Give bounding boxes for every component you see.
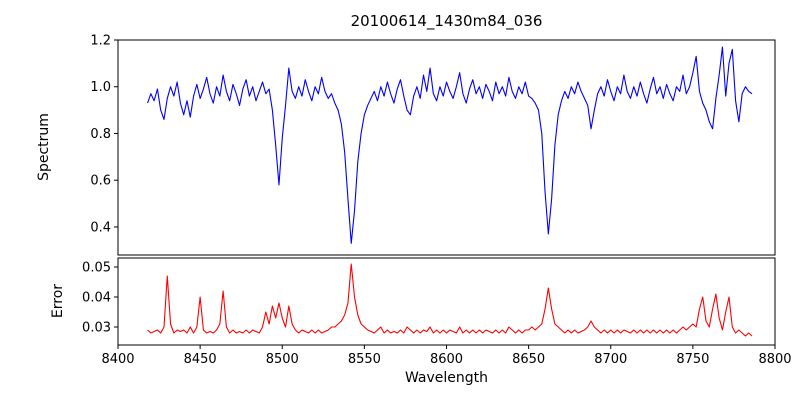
error-y-axis-label: Error xyxy=(50,283,66,319)
spectrum-y-axis-label: Spectrum xyxy=(36,113,52,181)
error-y-tick-label: 0.04 xyxy=(82,291,111,306)
error-y-tick-label: 0.03 xyxy=(82,321,111,336)
error-axes-spine xyxy=(117,257,776,346)
error-x-tick-label: 8400 xyxy=(101,352,134,367)
error-x-tick-label: 8550 xyxy=(348,352,381,367)
error-x-tick-label: 8800 xyxy=(758,352,791,367)
error-x-tick-label: 8500 xyxy=(266,352,299,367)
chart-title: 20100614_1430m84_036 xyxy=(350,12,543,30)
error-x-tick-label: 8600 xyxy=(430,352,463,367)
error-y-tick-label: 0.05 xyxy=(82,261,111,276)
spectrum-y-tick-label: 0.6 xyxy=(90,174,111,189)
spectrum-line xyxy=(147,46,753,244)
spectrum-y-tick-label: 0.8 xyxy=(90,127,111,142)
error-x-tick-label: 8750 xyxy=(676,352,709,367)
error-x-tick-label: 8450 xyxy=(184,352,217,367)
spectrum-y-tick-label: 1.0 xyxy=(90,80,111,95)
error-line xyxy=(147,263,753,337)
spectrum-y-tick-label: 0.4 xyxy=(90,220,111,235)
error-x-tick-label: 8700 xyxy=(594,352,627,367)
error-x-tick-label: 8650 xyxy=(512,352,545,367)
spectrum-axes-spine xyxy=(117,39,776,256)
spectrum-y-tick-label: 1.2 xyxy=(90,34,111,49)
x-axis-label: Wavelength xyxy=(404,370,489,386)
